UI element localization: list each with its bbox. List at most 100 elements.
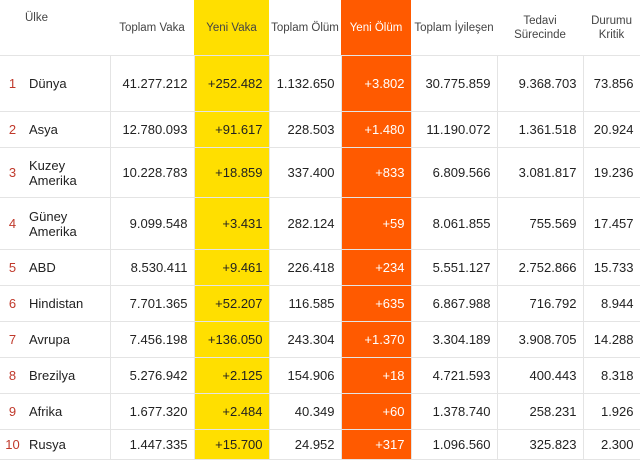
table-row: 1 Dünya 41.277.212 +252.482 1.132.650 +3…: [0, 55, 640, 112]
row-critical: 15.733: [583, 249, 640, 286]
row-new-cases: +136.050: [194, 321, 270, 358]
row-new-deaths: +317: [341, 429, 412, 460]
header-row: Ülke Toplam Vaka Yeni Vaka Toplam Ölüm Y…: [0, 0, 640, 56]
row-new-cases: +2.125: [194, 357, 270, 394]
header-new-cases[interactable]: Yeni Vaka: [194, 0, 270, 56]
row-rank: 9: [0, 393, 25, 430]
row-new-cases: +15.700: [194, 429, 270, 460]
row-new-deaths: +1.370: [341, 321, 412, 358]
row-total-deaths: 24.952: [269, 429, 342, 460]
table-row: 6 Hindistan 7.701.365 +52.207 116.585 +6…: [0, 285, 640, 322]
row-total-recovered: 1.096.560: [411, 429, 498, 460]
row-critical: 19.236: [583, 147, 640, 198]
table-row: 4 Güney Amerika 9.099.548 +3.431 282.124…: [0, 197, 640, 250]
row-total-recovered: 5.551.127: [411, 249, 498, 286]
row-total-recovered: 30.775.859: [411, 55, 498, 112]
row-critical: 8.944: [583, 285, 640, 322]
row-critical: 1.926: [583, 393, 640, 430]
row-rank: 10: [0, 429, 25, 460]
row-total-recovered: 4.721.593: [411, 357, 498, 394]
row-country[interactable]: Rusya: [25, 429, 111, 460]
table-row: 8 Brezilya 5.276.942 +2.125 154.906 +18 …: [0, 357, 640, 394]
row-new-cases: +9.461: [194, 249, 270, 286]
row-active: 325.823: [497, 429, 584, 460]
row-rank: 6: [0, 285, 25, 322]
row-new-cases: +252.482: [194, 55, 270, 112]
row-active: 3.908.705: [497, 321, 584, 358]
row-critical: 2.300: [583, 429, 640, 460]
row-country[interactable]: Avrupa: [25, 321, 111, 358]
row-total-deaths: 226.418: [269, 249, 342, 286]
row-country[interactable]: Afrika: [25, 393, 111, 430]
row-total-recovered: 8.061.855: [411, 197, 498, 250]
row-new-deaths: +3.802: [341, 55, 412, 112]
header-total-deaths[interactable]: Toplam Ölüm: [269, 0, 342, 56]
row-total-cases: 8.530.411: [110, 249, 195, 286]
row-total-cases: 1.447.335: [110, 429, 195, 460]
row-new-cases: +52.207: [194, 285, 270, 322]
row-total-deaths: 337.400: [269, 147, 342, 198]
table-row: 3 Kuzey Amerika 10.228.783 +18.859 337.4…: [0, 147, 640, 198]
row-total-recovered: 6.867.988: [411, 285, 498, 322]
header-critical[interactable]: Durumu Kritik: [583, 0, 640, 56]
row-total-deaths: 40.349: [269, 393, 342, 430]
row-critical: 17.457: [583, 197, 640, 250]
row-total-deaths: 1.132.650: [269, 55, 342, 112]
row-total-deaths: 116.585: [269, 285, 342, 322]
row-active: 1.361.518: [497, 111, 584, 148]
row-total-deaths: 282.124: [269, 197, 342, 250]
row-rank: 8: [0, 357, 25, 394]
header-new-deaths[interactable]: Yeni Ölüm: [341, 0, 412, 56]
row-new-deaths: +59: [341, 197, 412, 250]
row-country[interactable]: Hindistan: [25, 285, 111, 322]
row-total-deaths: 154.906: [269, 357, 342, 394]
row-country[interactable]: ABD: [25, 249, 111, 286]
row-active: 258.231: [497, 393, 584, 430]
row-total-cases: 12.780.093: [110, 111, 195, 148]
row-critical: 20.924: [583, 111, 640, 148]
row-new-deaths: +1.480: [341, 111, 412, 148]
row-rank: 4: [0, 197, 25, 250]
row-total-recovered: 11.190.072: [411, 111, 498, 148]
row-total-recovered: 6.809.566: [411, 147, 498, 198]
table-row: 7 Avrupa 7.456.198 +136.050 243.304 +1.3…: [0, 321, 640, 358]
row-total-cases: 7.456.198: [110, 321, 195, 358]
row-new-cases: +91.617: [194, 111, 270, 148]
row-new-cases: +3.431: [194, 197, 270, 250]
row-total-deaths: 228.503: [269, 111, 342, 148]
row-active: 2.752.866: [497, 249, 584, 286]
header-total-cases[interactable]: Toplam Vaka: [110, 0, 195, 56]
row-rank: 2: [0, 111, 25, 148]
table-row: 10 Rusya 1.447.335 +15.700 24.952 +317 1…: [0, 429, 640, 460]
row-new-deaths: +234: [341, 249, 412, 286]
row-rank: 5: [0, 249, 25, 286]
row-critical: 73.856: [583, 55, 640, 112]
row-new-deaths: +635: [341, 285, 412, 322]
row-new-cases: +18.859: [194, 147, 270, 198]
row-country[interactable]: Kuzey Amerika: [25, 147, 111, 198]
row-new-deaths: +18: [341, 357, 412, 394]
header-total-recovered[interactable]: Toplam İyileşen: [411, 0, 498, 56]
table-row: 5 ABD 8.530.411 +9.461 226.418 +234 5.55…: [0, 249, 640, 286]
row-total-cases: 41.277.212: [110, 55, 195, 112]
row-total-cases: 5.276.942: [110, 357, 195, 394]
row-country[interactable]: Asya: [25, 111, 111, 148]
table-row: 9 Afrika 1.677.320 +2.484 40.349 +60 1.3…: [0, 393, 640, 430]
table-row: 2 Asya 12.780.093 +91.617 228.503 +1.480…: [0, 111, 640, 148]
row-active: 9.368.703: [497, 55, 584, 112]
row-country[interactable]: Brezilya: [25, 357, 111, 394]
row-total-cases: 1.677.320: [110, 393, 195, 430]
header-active[interactable]: Tedavi Sürecinde: [497, 0, 584, 56]
row-country[interactable]: Güney Amerika: [25, 197, 111, 250]
row-total-deaths: 243.304: [269, 321, 342, 358]
row-country[interactable]: Dünya: [25, 55, 111, 112]
row-new-deaths: +833: [341, 147, 412, 198]
row-new-deaths: +60: [341, 393, 412, 430]
row-total-recovered: 3.304.189: [411, 321, 498, 358]
header-country[interactable]: Ülke: [0, 0, 111, 56]
row-active: 716.792: [497, 285, 584, 322]
row-total-recovered: 1.378.740: [411, 393, 498, 430]
row-total-cases: 10.228.783: [110, 147, 195, 198]
row-critical: 8.318: [583, 357, 640, 394]
row-rank: 1: [0, 55, 25, 112]
